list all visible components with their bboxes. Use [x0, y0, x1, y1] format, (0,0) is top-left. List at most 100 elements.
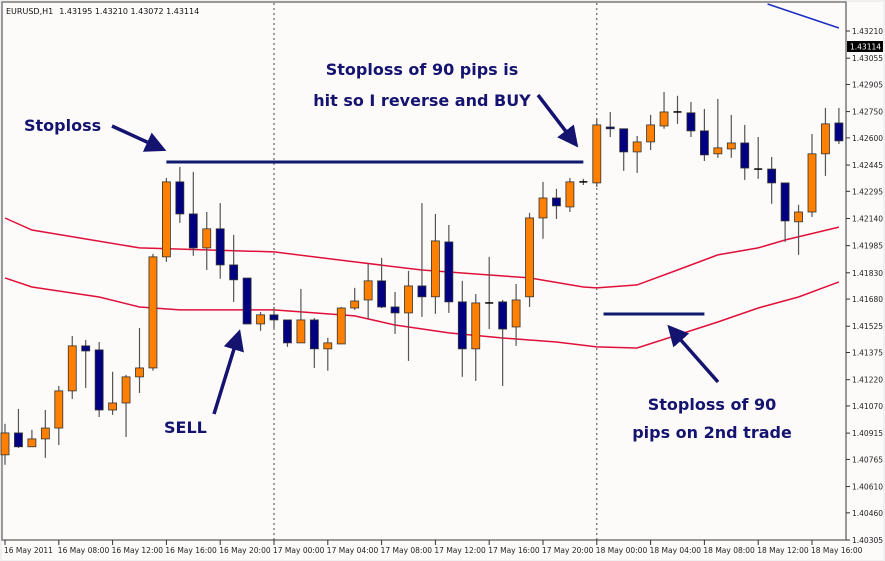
candle-body-bull: [659, 111, 669, 127]
candle-body-bull: [565, 181, 575, 208]
candle-body-bull: [40, 427, 50, 440]
candle-body-bull: [538, 197, 548, 219]
time-tick-label: 16 May 08:00: [58, 546, 110, 555]
time-axis: 16 May 2011 16 May 08:00 16 May 12:00 16 Ma…: [4, 540, 863, 555]
candle: [430, 213, 440, 314]
candle-body-bull: [726, 142, 736, 150]
candle-body-bear: [377, 280, 387, 308]
price-tick-label: 1.42750: [852, 108, 883, 117]
price-tick-label: 1.41985: [852, 242, 883, 251]
candle-body-bull: [807, 153, 817, 213]
candle: [215, 203, 225, 279]
candle: [471, 293, 481, 381]
price-tick-label: 1.40765: [852, 455, 883, 464]
candle-body-bear: [444, 241, 454, 303]
time-tick-label: 17 May 00:00: [273, 546, 325, 555]
candle-body-bear: [498, 301, 508, 330]
current-price-marker: 1.43114: [847, 41, 883, 52]
candle-body-bull: [27, 438, 37, 448]
candle: [94, 342, 104, 417]
time-tick-label: 18 May 12:00: [757, 546, 809, 555]
price-tick-label: 1.42295: [852, 187, 883, 196]
candle-body-bear: [390, 306, 400, 314]
candle: [40, 409, 50, 458]
candle: [336, 306, 346, 345]
candle: [377, 257, 387, 309]
plot-area: [1, 1, 847, 541]
candle: [175, 166, 185, 223]
annotation-reverse-line2: hit so I reverse and BUY: [313, 91, 531, 110]
candle: [296, 288, 306, 344]
candle: [121, 374, 131, 437]
price-tick-label: 1.41375: [852, 349, 883, 358]
candle-body-bear: [229, 264, 239, 281]
candle: [135, 327, 144, 393]
annotation-second-line1: Stoploss of 90: [648, 395, 777, 414]
candle: [511, 284, 521, 346]
candle-body-bull: [296, 319, 306, 344]
candle: [726, 114, 736, 158]
time-tick-label: 16 May 2011: [4, 546, 53, 555]
candle: [834, 107, 844, 145]
candle: [646, 114, 655, 150]
candle: [673, 95, 682, 124]
price-tick-label: 1.41070: [852, 402, 883, 411]
current-price-label: 1.43114: [850, 43, 881, 52]
candle-body-bull: [794, 211, 803, 223]
candle: [390, 291, 400, 334]
reverse-arrow-icon: [536, 93, 579, 148]
candle: [161, 178, 171, 262]
price-tick-label: 1.41680: [852, 295, 883, 304]
time-tick-label: 16 May 20:00: [219, 546, 271, 555]
price-tick-label: 1.40305: [852, 536, 883, 545]
candle-body-bull: [135, 367, 144, 378]
price-tick-label: 1.40915: [852, 429, 883, 438]
candle: [309, 318, 319, 368]
annotations: Stoploss Stoploss of 90 pips is hit so I…: [24, 60, 792, 442]
candle-body-bull: [363, 280, 373, 301]
candle: [256, 312, 265, 331]
candle-body-bear: [269, 314, 279, 321]
time-tick-label: 16 May 16:00: [165, 546, 217, 555]
time-tick-label: 18 May 00:00: [596, 546, 648, 555]
time-tick-label: 18 May 16:00: [811, 546, 863, 555]
candle: [444, 224, 454, 313]
candle-body-bear: [215, 228, 225, 266]
candle: [67, 336, 77, 399]
candle-body-bear: [619, 128, 629, 153]
time-tick-label: 17 May 20:00: [542, 546, 594, 555]
candle-body-bear: [417, 285, 427, 298]
candle-body-bull: [202, 228, 212, 249]
candle: [283, 319, 292, 347]
stoploss-arrow-icon: [111, 124, 167, 152]
candle: [700, 108, 709, 162]
candle: [27, 429, 37, 448]
candle: [592, 118, 602, 187]
candle-body-bull: [632, 141, 642, 153]
candle: [740, 124, 750, 180]
candle-body-bear: [175, 181, 185, 215]
candle-body-bull: [108, 402, 117, 411]
candle: [457, 280, 467, 377]
candle: [579, 178, 588, 186]
candle-body-bull: [54, 390, 64, 429]
candle: [807, 134, 817, 217]
candle-body-bull: [121, 376, 131, 404]
candle: [229, 234, 239, 302]
time-tick-label: 18 May 08:00: [703, 546, 755, 555]
candle-body-bear: [605, 126, 615, 130]
candle: [54, 385, 64, 446]
time-tick-label: 16 May 12:00: [112, 546, 164, 555]
candles: [0, 91, 844, 465]
candle: [323, 337, 333, 371]
candle: [363, 263, 373, 320]
candle: [552, 188, 561, 220]
price-tick-label: 1.42445: [852, 161, 883, 170]
price-axis-area: [847, 2, 883, 540]
annotation-reverse-line1: Stoploss of 90 pips is: [326, 60, 519, 79]
time-tick-label: 18 May 04:00: [650, 546, 702, 555]
candle-body-bear: [740, 142, 750, 169]
price-tick-label: 1.42140: [852, 214, 883, 223]
candle-body-bull: [161, 181, 171, 258]
